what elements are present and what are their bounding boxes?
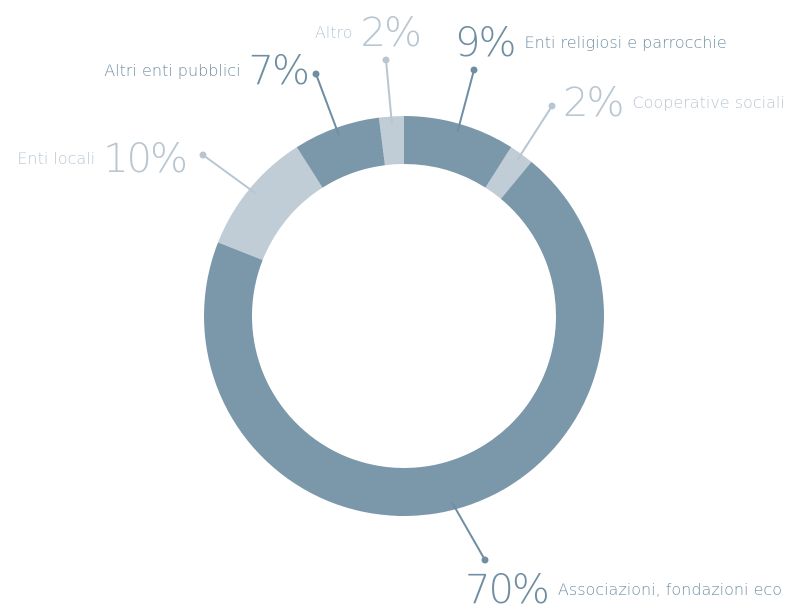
leader-line bbox=[202, 154, 257, 195]
leader-line bbox=[450, 501, 486, 561]
leader-dot bbox=[481, 556, 489, 564]
leader-dot bbox=[199, 151, 207, 159]
value-label: 9% bbox=[455, 20, 514, 66]
leader-dot bbox=[382, 56, 390, 64]
donut-segment bbox=[485, 147, 532, 199]
category-label: Altri enti pubblici bbox=[104, 61, 240, 80]
value-label: 70% bbox=[465, 567, 548, 606]
leader-dot bbox=[312, 70, 320, 78]
leader-dot bbox=[548, 102, 556, 110]
leader-line bbox=[385, 59, 393, 125]
donut-segment bbox=[218, 147, 323, 261]
donut-segment bbox=[296, 117, 385, 188]
value-label: 2% bbox=[563, 80, 622, 126]
value-label: 10% bbox=[103, 136, 186, 182]
donut-segment bbox=[378, 116, 404, 166]
leader-line bbox=[456, 69, 475, 132]
category-label: Cooperative sociali bbox=[632, 93, 784, 112]
donut-segment bbox=[203, 161, 605, 517]
value-label: 2% bbox=[361, 10, 420, 56]
leader-line bbox=[315, 73, 340, 136]
leader-dot bbox=[470, 66, 478, 74]
donut-segment bbox=[404, 116, 512, 188]
category-label: Enti locali bbox=[17, 149, 95, 168]
category-label: Enti religiosi e parrocchie bbox=[524, 33, 726, 52]
leader-line bbox=[516, 105, 553, 162]
category-label: Altro bbox=[315, 23, 353, 42]
category-label: Associazioni, fondazioni eco bbox=[558, 580, 782, 599]
value-label: 7% bbox=[249, 48, 308, 94]
